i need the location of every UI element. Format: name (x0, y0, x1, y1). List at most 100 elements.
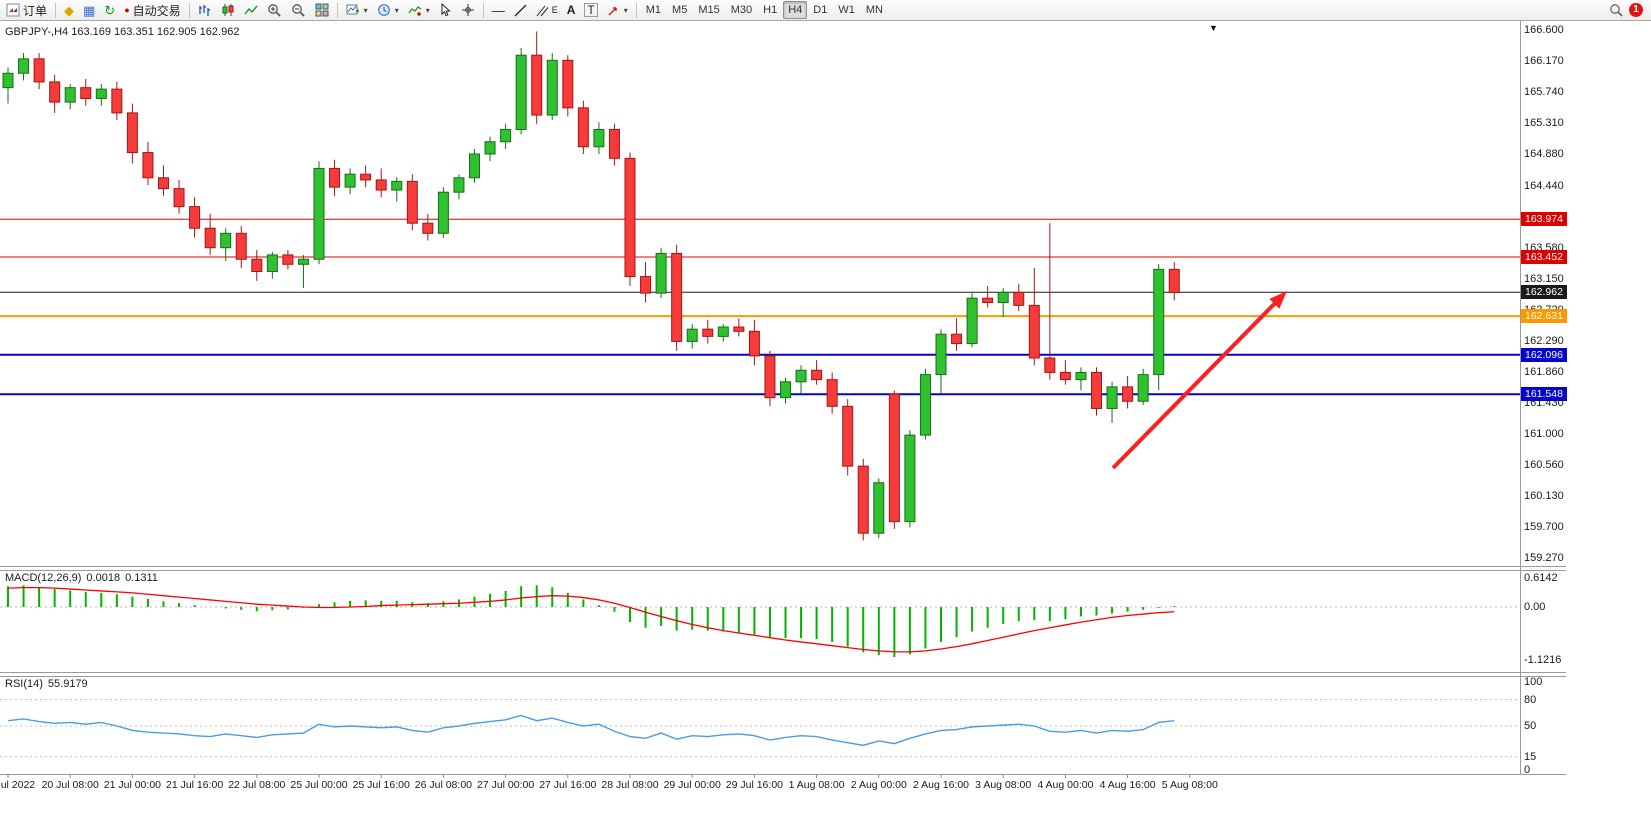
candle-body (1153, 268, 1165, 376)
timeframe-button-MN[interactable]: MN (865, 4, 883, 16)
macd-value-signal: 0.1311 (125, 572, 158, 584)
candle-body (1044, 357, 1056, 373)
price-tag: 163.452 (1521, 249, 1567, 264)
candle-body (1091, 371, 1102, 409)
metaeditor-icon: ◆ (64, 2, 75, 18)
trend-arrow-line[interactable] (1111, 296, 1282, 470)
timeframe-button-M1[interactable]: M1 (645, 4, 662, 16)
horizontal-line-tool-button[interactable]: — (488, 0, 509, 20)
timeframe-button-M5[interactable]: M5 (672, 4, 688, 16)
trendline-tool-button[interactable] (510, 0, 531, 20)
candle-body (1168, 268, 1180, 293)
price-axis-label: 165.310 (1524, 116, 1564, 129)
indicators-icon (408, 6, 422, 16)
auto-trading-label: 自动交易 (132, 3, 181, 18)
macd-axis-label: 0.00 (1524, 601, 1546, 613)
text-label-tool-button[interactable]: T (580, 0, 601, 20)
rsi-axis-label: 80 (1524, 693, 1537, 706)
candle-body (608, 128, 620, 159)
candle-body (951, 333, 963, 345)
time-axis-label: 4 Aug 16:00 (1099, 779, 1156, 791)
candle-body (142, 152, 154, 179)
toolbar-separator (635, 2, 637, 18)
candle-body (80, 87, 92, 99)
candle-chart-button[interactable] (217, 0, 239, 20)
candle-body (406, 180, 418, 224)
candle-body (811, 369, 823, 381)
candle-body (1013, 291, 1025, 306)
indicators-button[interactable]: ▾ (404, 0, 434, 20)
timeframe-button-H4[interactable]: H4 (783, 1, 808, 19)
time-axis-label: 25 Jul 00:00 (290, 779, 348, 791)
candle-body (686, 328, 698, 342)
refresh-button[interactable]: ↻ (100, 0, 119, 20)
auto-trading-icon: ● (124, 4, 130, 15)
time-axis-label: 2 Aug 16:00 (912, 779, 970, 791)
candle-body (826, 379, 838, 407)
trend-arrow-head[interactable] (1269, 291, 1287, 309)
candle-body (469, 153, 480, 179)
candle-body (1106, 386, 1118, 409)
timeframe-button-H1[interactable]: H1 (763, 4, 778, 16)
candle-body (795, 369, 807, 383)
candle-body (18, 58, 30, 74)
candle-body (313, 167, 325, 260)
new-order-button[interactable]: 订单 (2, 0, 51, 20)
price-axis-label: 165.740 (1524, 85, 1564, 98)
text-tool-button[interactable]: A (563, 0, 580, 20)
candle-body (577, 107, 589, 148)
terminal-button[interactable]: ▦ (79, 0, 99, 20)
bar-chart-button[interactable] (194, 0, 216, 20)
candle-body (888, 393, 900, 523)
price-axis-label: 161.000 (1524, 427, 1564, 440)
notification-badge[interactable]: 1 (1629, 3, 1643, 17)
candle-body (1137, 374, 1149, 402)
channel-label: E (551, 5, 558, 15)
timeframe-button-W1[interactable]: W1 (838, 4, 855, 16)
new-chart-button[interactable]: ▾ (342, 0, 372, 20)
metaeditor-button[interactable]: ◆ (60, 0, 78, 20)
crosshair-button[interactable] (457, 0, 479, 20)
toolbar-separator (482, 2, 484, 18)
profiles-button[interactable]: ▾ (373, 0, 403, 20)
arrows-tool-button[interactable]: ▾ (603, 0, 632, 20)
cursor-button[interactable] (435, 0, 456, 20)
macd-indicator-header: MACD(12,26,9) 0.0018 0.1311 (5, 572, 163, 584)
rsi-line (7, 714, 1175, 747)
tile-windows-button[interactable] (311, 0, 333, 20)
new-order-icon (6, 3, 20, 17)
candle-body (624, 157, 636, 278)
channel-tool-button[interactable]: E (532, 0, 562, 20)
zoom-out-button[interactable] (287, 0, 310, 20)
price-axis-label: 160.130 (1524, 490, 1564, 503)
search-icon[interactable] (1609, 3, 1624, 18)
price-tag: 162.096 (1521, 347, 1567, 362)
candle-body (173, 188, 185, 208)
toolbar: 订单 ◆ ▦ ↻ ● 自动交易 ▾ ▾ ▾ — E A T ▾ M1 M5 M15 M… (0, 0, 1651, 21)
candle-body (593, 128, 605, 148)
time-axis-label: 2 Aug 00:00 (850, 779, 907, 791)
candle-body (95, 88, 107, 99)
zoom-in-button[interactable] (263, 0, 286, 20)
chevron-down-icon: ▾ (623, 5, 628, 15)
toolbar-separator (55, 2, 57, 18)
candle-body (1028, 304, 1040, 359)
candle-body (111, 88, 123, 114)
time-axis-label: 26 Jul 08:00 (414, 779, 472, 791)
line-chart-button[interactable] (240, 0, 262, 20)
timeframe-button-D1[interactable]: D1 (813, 4, 828, 16)
candle-body (935, 333, 947, 376)
time-axis-label: 20 Jul 2022 (0, 779, 36, 791)
time-axis-label: 27 Jul 00:00 (476, 779, 535, 791)
scroll-to-end-marker[interactable]: ▼ (1209, 23, 1218, 33)
timeframe-button-M30[interactable]: M30 (730, 4, 753, 16)
price-tag: 162.962 (1521, 285, 1567, 300)
macd-label: MACD(12,26,9) (5, 572, 82, 584)
auto-trading-button[interactable]: ● 自动交易 (120, 0, 184, 20)
candle-body (966, 297, 978, 345)
refresh-icon: ↻ (104, 2, 116, 18)
candle-body (640, 276, 652, 294)
timeframe-button-M15[interactable]: M15 (698, 4, 720, 16)
